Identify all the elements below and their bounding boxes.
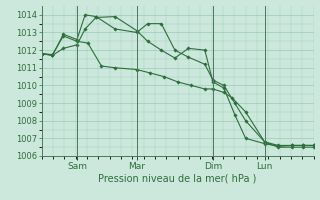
X-axis label: Pression niveau de la mer( hPa ): Pression niveau de la mer( hPa ) [99, 173, 257, 183]
